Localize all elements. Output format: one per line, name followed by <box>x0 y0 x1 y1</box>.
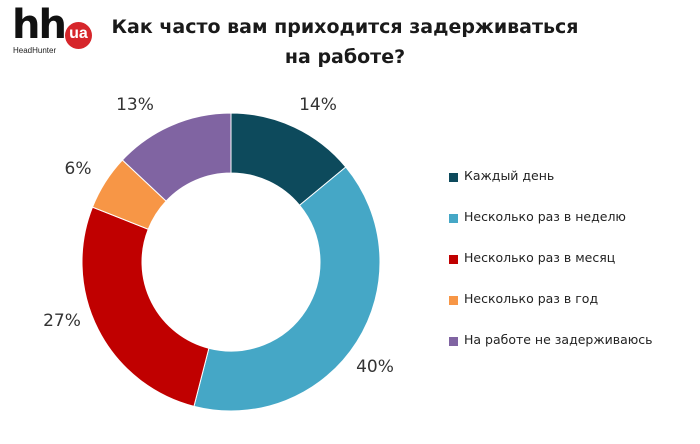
legend-label: Каждый день <box>464 168 555 183</box>
logo-subtitle: HeadHunter <box>13 46 57 55</box>
donut-slice <box>121 112 232 202</box>
legend-label: Несколько раз в год <box>464 291 599 306</box>
legend-swatch <box>449 214 458 223</box>
legend-label: Несколько раз в неделю <box>464 209 626 224</box>
slice-value-label: 14% <box>299 95 337 115</box>
legend-swatch <box>449 296 458 305</box>
chart-title: Как часто вам приходится задерживаться н… <box>111 16 579 68</box>
legend-swatch <box>449 255 458 264</box>
donut-slice <box>193 166 381 412</box>
donut-slice <box>81 206 210 407</box>
slice-value-label: 6% <box>65 159 92 179</box>
legend-label: Несколько раз в месяц <box>464 250 616 265</box>
slice-value-label: 27% <box>43 311 81 331</box>
legend-swatch <box>449 173 458 182</box>
logo-hh-text: hh <box>12 2 67 48</box>
slice-value-label: 13% <box>116 95 154 115</box>
donut-value-labels: 14% 40% 27% 6% 13% <box>43 95 394 377</box>
donut-slices <box>81 112 381 412</box>
headhunter-logo: hh ua HeadHunter <box>10 2 100 58</box>
legend-swatch <box>449 337 458 346</box>
logo-ua-badge: ua <box>65 22 92 49</box>
slice-value-label: 40% <box>356 357 394 377</box>
legend-label: На работе не задерживаюсь <box>464 332 653 347</box>
